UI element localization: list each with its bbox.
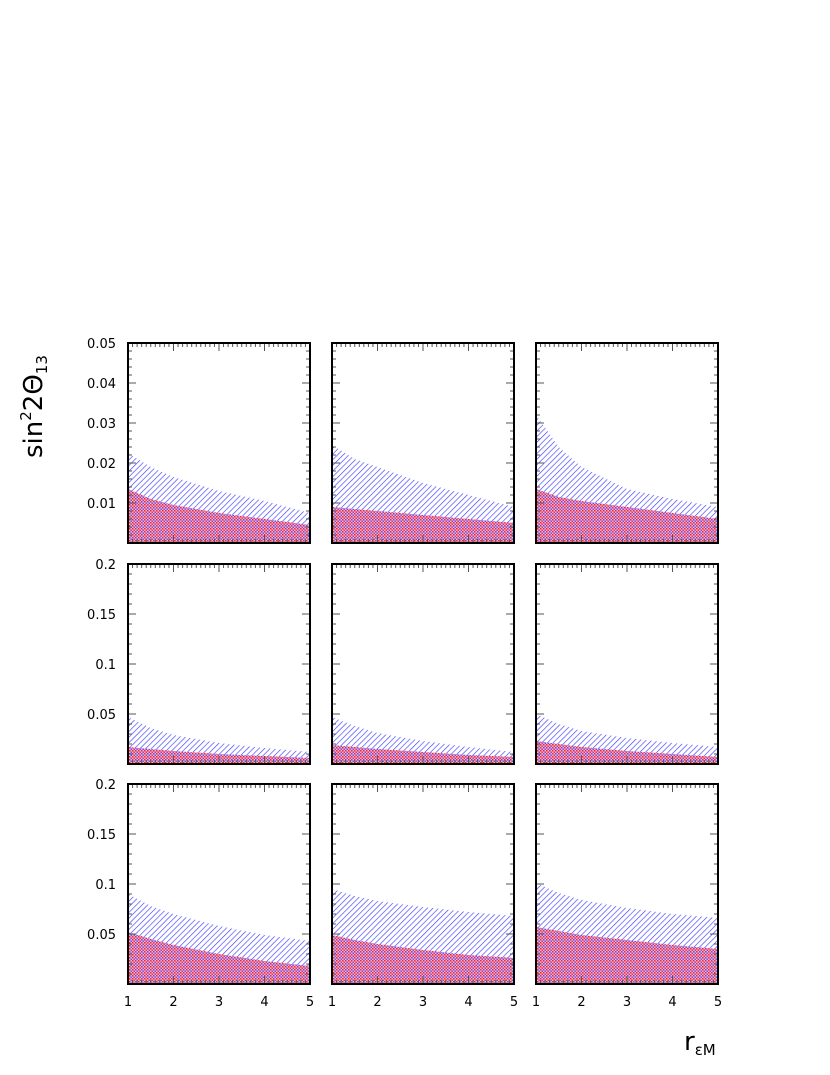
panel-frame: [535, 783, 719, 985]
x-tick-label: 3: [623, 995, 631, 1010]
panel-1-1: 0.01 0.02 0.03 0.04 0.05: [87, 337, 311, 544]
panels: 0.010.020.030.040.050.050.10.150.20.050.…: [87, 337, 722, 1010]
y-axis-title: sin22Θ13: [17, 355, 51, 458]
y-tick-label: 0.01: [87, 497, 116, 512]
panel-3-2: 1 2 3 4 5: [328, 783, 518, 1010]
y-tick-label: 0.05: [87, 337, 116, 352]
x-tick-label: 3: [419, 995, 427, 1010]
y-tick-label: 0.04: [87, 377, 116, 392]
y-axis-title-sup: 2: [17, 411, 35, 421]
panel-frame: [331, 563, 515, 765]
red-band: [332, 507, 514, 543]
y-axis-title-base: sin: [19, 421, 49, 458]
panel-2-1: 0.05 0.1 0.15 0.2: [87, 558, 311, 765]
y-tick-label: 0.05: [87, 708, 116, 723]
y-axis-title-mid: 2Θ: [19, 374, 49, 411]
x-tick-label: 5: [510, 995, 518, 1010]
y-tick-label: 0.2: [95, 558, 116, 573]
panel-1-3: [535, 342, 719, 544]
panel-frame: [331, 783, 515, 985]
x-tick-label: 1: [532, 995, 540, 1010]
x-tick-label: 5: [714, 995, 722, 1010]
red-band: [128, 489, 310, 543]
x-tick-label: 2: [169, 995, 177, 1010]
x-axis-title: rεM: [684, 1027, 716, 1059]
x-tick-label: 1: [328, 995, 336, 1010]
x-axis-title-sub: εM: [695, 1041, 716, 1059]
x-tick-label: 2: [577, 995, 585, 1010]
x-tick-label: 4: [260, 995, 268, 1010]
panel-2-3: [535, 563, 719, 765]
y-tick-label: 0.03: [87, 417, 116, 432]
x-tick-label: 2: [373, 995, 381, 1010]
red-band: [536, 927, 718, 984]
x-tick-label: 3: [215, 995, 223, 1010]
y-tick-label: 0.05: [87, 928, 116, 943]
y-tick-label: 0.1: [95, 878, 116, 893]
y-tick-label: 0.1: [95, 658, 116, 673]
y-tick-label: 0.15: [87, 608, 116, 623]
panel-frame: [127, 563, 311, 765]
y-tick-label: 0.15: [87, 828, 116, 843]
red-band: [536, 489, 718, 543]
x-tick-label: 4: [464, 995, 472, 1010]
panel-frame: [127, 783, 311, 985]
red-band: [128, 932, 310, 984]
x-tick-label: 1: [124, 995, 132, 1010]
panel-3-1: 0.05 0.1 0.15 0.2 1 2 3 4 5: [87, 778, 314, 1010]
x-axis-title-base: r: [684, 1027, 695, 1057]
panel-2-2: [331, 563, 515, 765]
y-axis-title-sub: 13: [33, 355, 51, 374]
panel-frame: [127, 342, 311, 544]
panel-frame: [535, 342, 719, 544]
x-tick-label: 5: [306, 995, 314, 1010]
y-tick-label: 0.2: [95, 778, 116, 793]
panel-3-3: 1 2 3 4 5: [532, 783, 722, 1010]
red-band: [332, 935, 514, 984]
panel-frame: [535, 563, 719, 765]
panel-1-2: [331, 342, 515, 544]
y-tick-label: 0.02: [87, 457, 116, 472]
x-tick-label: 4: [668, 995, 676, 1010]
panel-frame: [331, 342, 515, 544]
